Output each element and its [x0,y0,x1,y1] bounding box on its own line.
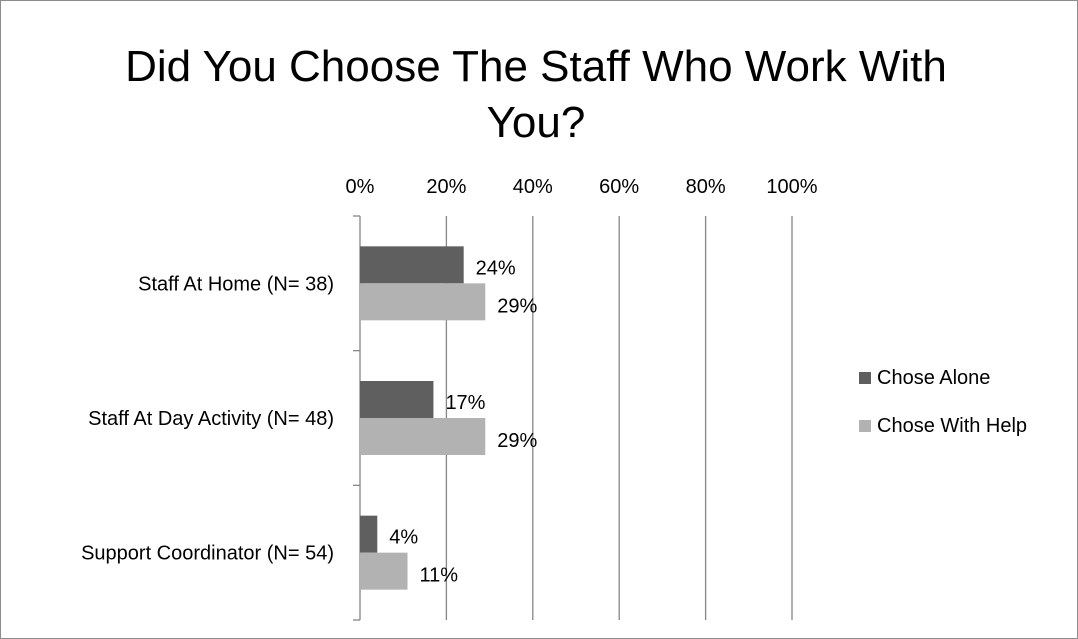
legend-item: Chose Alone [859,366,1027,390]
bars [360,246,486,590]
data-label: 4% [389,527,418,549]
data-label: 29% [497,430,537,452]
legend-label: Chose With Help [877,414,1028,437]
legend-swatch [859,372,871,384]
x-tick-label: 60% [599,176,639,198]
legend: Chose Alone Chose With Help [859,366,1027,462]
data-label: 17% [445,392,485,414]
bar-chose-alone [360,515,378,553]
x-tick-label: 20% [426,176,466,198]
category-label: Staff At Home (N= 38) [138,273,334,295]
data-label: 29% [497,295,537,317]
legend-swatch [859,420,871,432]
category-label: Support Coordinator (N= 54) [81,543,334,565]
axes [353,215,361,621]
x-tick-label: 0% [346,176,375,198]
x-tick-label: 40% [513,176,553,198]
data-label: 24% [476,257,516,279]
data-label: 11% [420,565,459,587]
bar-chose-with-help [360,283,486,321]
bar-chose-with-help [360,552,408,590]
bar-chose-alone [360,381,434,418]
category-label: Staff At Day Activity (N= 48) [88,408,334,430]
labels: 0% 20% 40% 60% 80% 100% Staff At Home (N= 38) 2… [81,176,818,587]
bar-chose-alone [360,246,464,284]
legend-label: Chose Alone [877,366,991,389]
x-tick-label: 100% [766,176,817,198]
legend-item: Chose With Help [859,414,1027,438]
bar-chose-with-help [360,418,486,455]
chart-title: Did You Choose The Staff Who Work With Y… [125,42,947,147]
x-tick-label: 80% [686,176,726,198]
